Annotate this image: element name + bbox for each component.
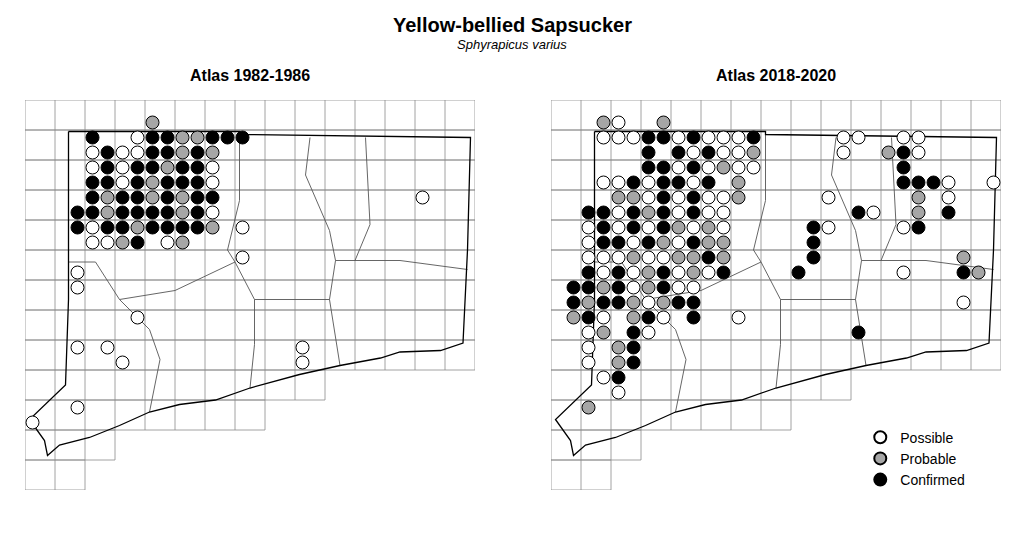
svg-text:Possible: Possible — [900, 430, 953, 446]
svg-text:Yellow-bellied Sapsucker: Yellow-bellied Sapsucker — [393, 14, 632, 36]
svg-text:Atlas 2018-2020: Atlas 2018-2020 — [716, 67, 836, 84]
svg-text:Confirmed: Confirmed — [900, 472, 965, 488]
svg-text:Sphyrapicus varius: Sphyrapicus varius — [457, 37, 567, 52]
svg-text:Atlas 1982-1986: Atlas 1982-1986 — [190, 67, 310, 84]
svg-text:Probable: Probable — [900, 451, 956, 467]
